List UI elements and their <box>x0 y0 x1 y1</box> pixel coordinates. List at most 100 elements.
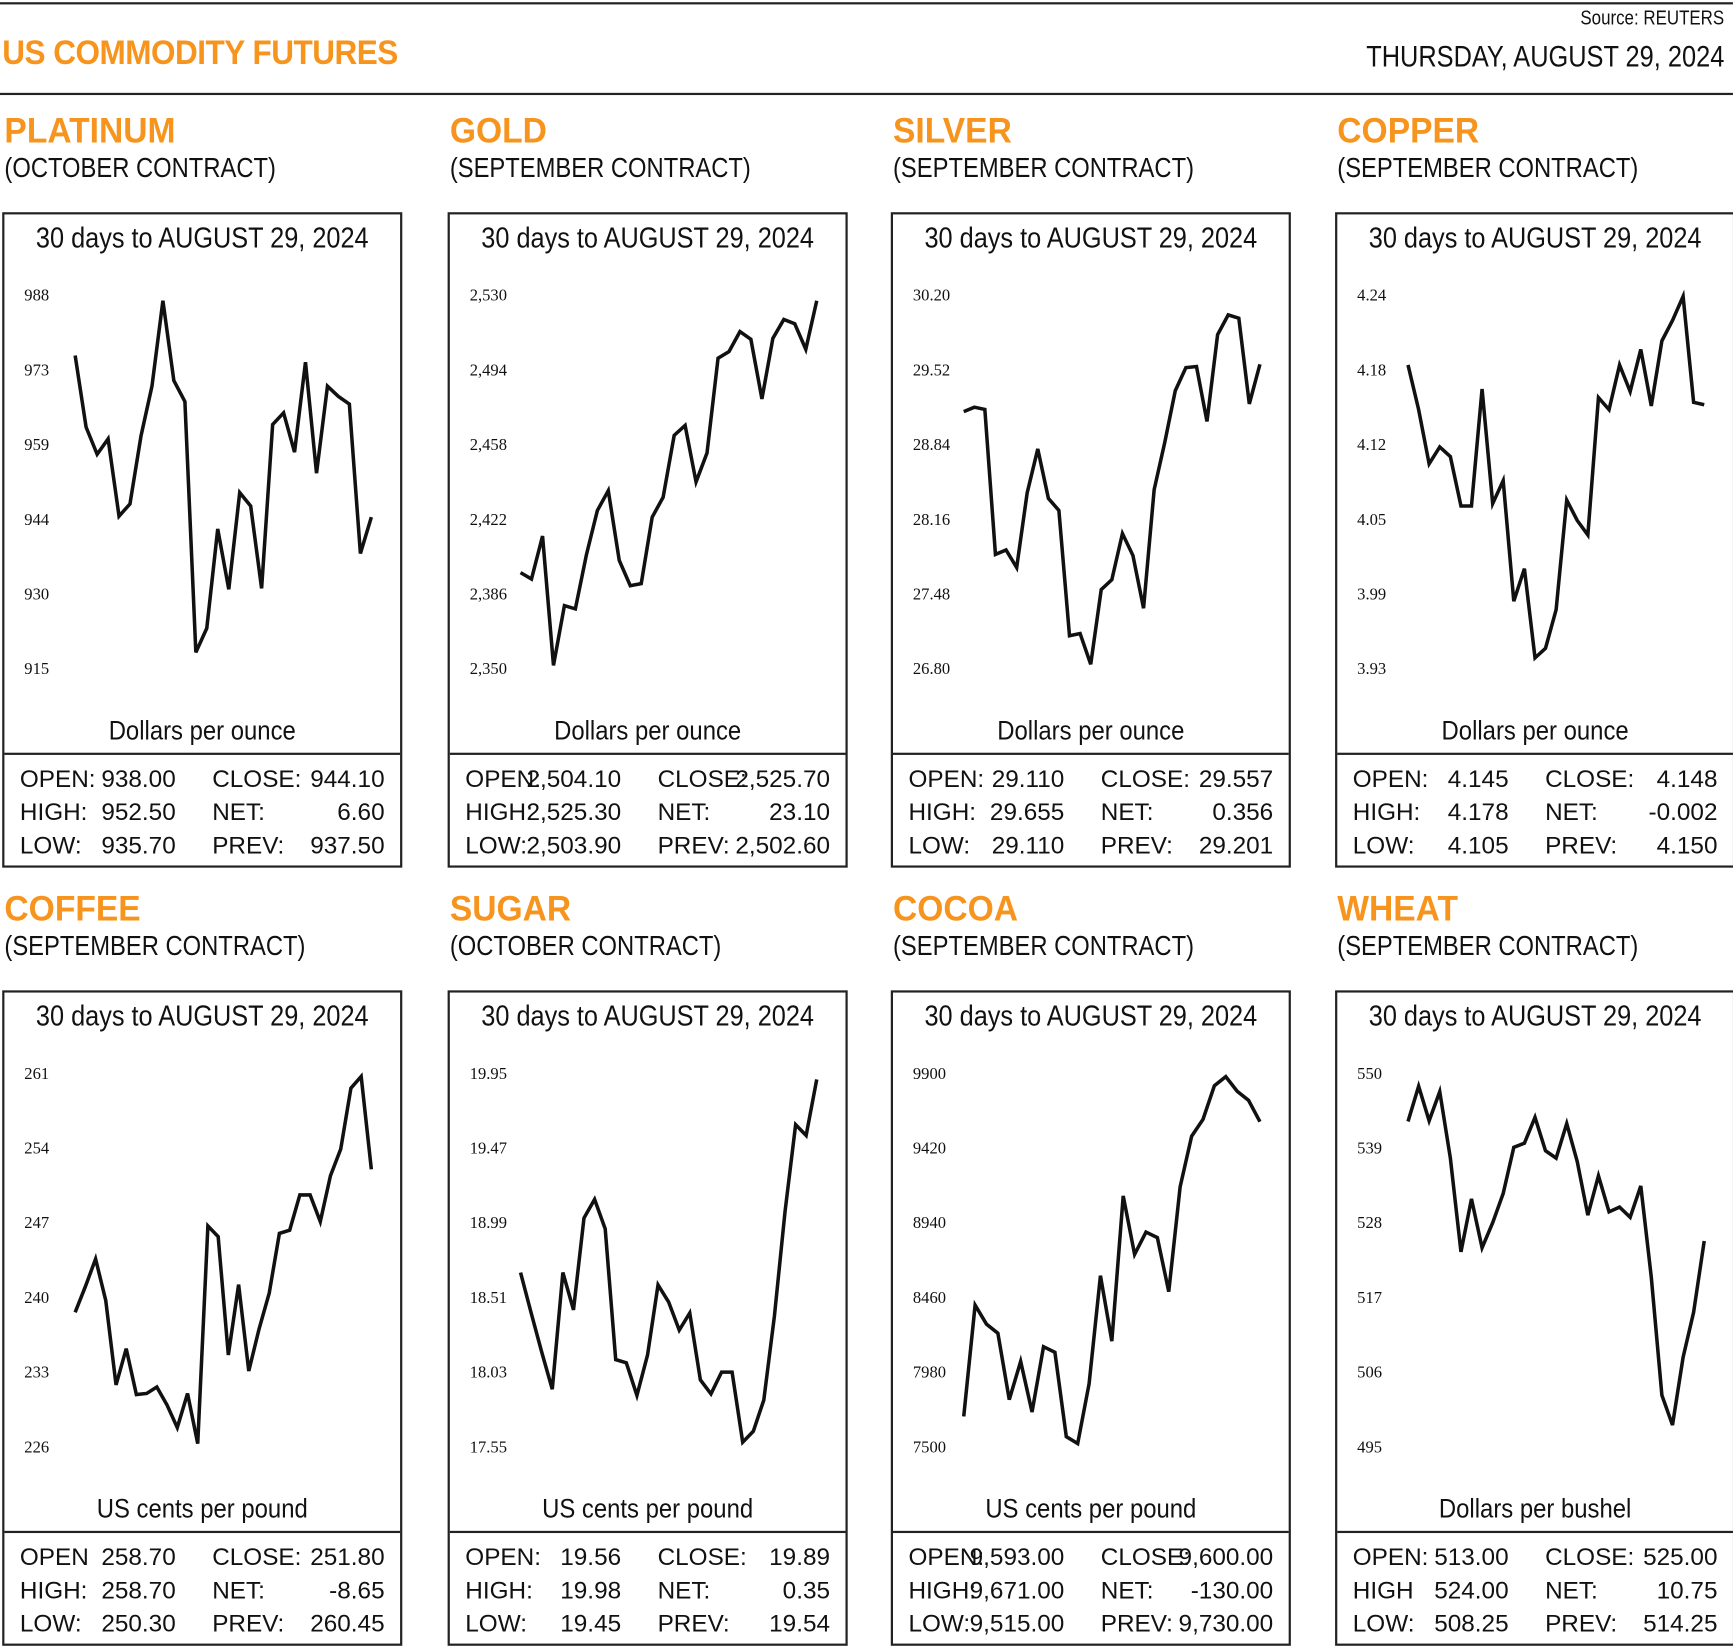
y-tick-label: 8940 <box>913 1213 946 1232</box>
y-tick-label: 915 <box>24 659 49 678</box>
stat-label-low: LOW: <box>1352 1609 1415 1637</box>
stat-value-close: 251.80 <box>310 1542 385 1571</box>
stat-label-high: HIGH: <box>1352 798 1421 826</box>
y-tick-label: 27.48 <box>913 585 950 604</box>
stat-value-low: 250.30 <box>101 1609 176 1637</box>
stat-value-high: 4.178 <box>1447 798 1509 826</box>
commodity-name: WHEAT <box>1337 888 1458 929</box>
top-rule <box>0 2 1733 5</box>
stat-value-open: 2,504.10 <box>526 764 622 793</box>
stat-value-low: 508.25 <box>1434 1609 1509 1637</box>
price-line-cocoa <box>961 1074 1262 1447</box>
stat-label-open: OPEN: <box>908 1542 985 1571</box>
stat-label-open: OPEN: <box>465 1542 541 1571</box>
stat-label-close: CLOSE: <box>212 1542 302 1571</box>
stats-row: LOW: 4.105 PREV: 4.150 <box>1337 831 1733 864</box>
stat-label-prev: PREV: <box>657 831 730 859</box>
contract-label: (SEPTEMBER CONTRACT) <box>4 930 306 962</box>
stat-value-open: 4.145 <box>1447 764 1509 793</box>
stat-value-high: 524.00 <box>1434 1576 1509 1604</box>
stat-label-close: CLOSE: <box>212 764 302 793</box>
y-tick-label: 3.99 <box>1357 585 1386 604</box>
y-tick-label: 28.16 <box>913 510 950 529</box>
stat-label-close: CLOSE: <box>657 764 747 793</box>
stat-value-low: 2,503.90 <box>526 831 622 859</box>
stat-value-open: 258.70 <box>101 1542 176 1571</box>
stat-label-net: NET: <box>1545 1576 1598 1604</box>
stats-row: OPEN 258.70 CLOSE: 251.80 <box>4 1543 400 1576</box>
chart-title: 30 days to AUGUST 29, 2024 <box>35 999 369 1033</box>
stat-value-low: 9,515.00 <box>969 1609 1065 1637</box>
y-tick-label: 550 <box>1357 1064 1382 1083</box>
stat-label-net: NET: <box>1545 798 1598 826</box>
y-axis-unit: Dollars per bushel <box>1438 1494 1632 1525</box>
line-chart: 4.24 4.18 4.12 4.05 3.99 3.93 <box>1357 286 1705 678</box>
stat-value-open: 9,593.00 <box>969 1542 1065 1571</box>
stat-value-net: -130.00 <box>1190 1576 1274 1604</box>
stats-row: HIGH 524.00 NET: 10.75 <box>1337 1576 1733 1609</box>
stat-label-high: HIGH: <box>465 1576 533 1604</box>
y-tick-label: 959 <box>24 435 49 454</box>
stat-label-high: HIGH <box>1352 1576 1414 1604</box>
stat-value-prev: 19.54 <box>769 1609 831 1637</box>
y-tick-label: 247 <box>24 1213 49 1232</box>
contract-label: (SEPTEMBER CONTRACT) <box>1337 152 1639 184</box>
y-tick-label: 18.99 <box>470 1213 507 1232</box>
y-tick-label: 988 <box>24 286 49 305</box>
line-chart: 30.20 29.52 28.84 28.16 27.48 26.80 <box>913 286 1262 678</box>
stat-value-prev: 2,502.60 <box>735 831 831 859</box>
stat-value-low: 4.105 <box>1447 831 1509 859</box>
stat-label-low: LOW: <box>465 831 527 859</box>
header-rule <box>0 92 1733 96</box>
chart-title: 30 days to AUGUST 29, 2024 <box>481 999 814 1033</box>
stats-divider <box>893 752 1289 755</box>
line-chart: 9900 9420 8940 8460 7980 7500 <box>913 1064 1262 1456</box>
stat-value-close: 4.148 <box>1656 764 1718 793</box>
stat-label-prev: PREV: <box>1100 831 1173 859</box>
stat-value-net: -8.65 <box>329 1576 385 1604</box>
stat-label-high: HIGH: <box>465 798 533 826</box>
stat-label-open: OPEN: <box>1352 1542 1429 1571</box>
y-tick-label: 28.84 <box>913 435 951 454</box>
chart-box: 30 days to AUGUST 29, 2024 261 254 247 240 2… <box>2 990 403 1646</box>
stats-row: HIGH: 952.50 NET: 6.60 <box>4 798 400 831</box>
price-line-silver <box>963 312 1262 665</box>
stat-value-net: 6.60 <box>337 798 385 826</box>
stats-row: HIGH: 9,671.00 NET: -130.00 <box>893 1576 1289 1609</box>
price-line-wheat <box>1406 1080 1706 1426</box>
chart-box: 30 days to AUGUST 29, 2024 30.20 29.52 28.… <box>890 212 1291 868</box>
stats-divider <box>449 1530 846 1534</box>
price-line-coffee <box>73 1072 374 1444</box>
y-tick-label: 2,530 <box>470 286 507 305</box>
y-tick-label: 2,386 <box>470 585 507 604</box>
stat-value-high: 2,525.30 <box>526 798 622 826</box>
stats-divider <box>4 1530 401 1534</box>
y-tick-label: 29.52 <box>913 360 950 379</box>
stat-value-net: 0.35 <box>782 1576 831 1604</box>
line-chart: 261 254 247 240 233 226 <box>24 1064 374 1456</box>
y-tick-label: 2,458 <box>470 435 507 454</box>
stat-label-prev: PREV: <box>1545 1609 1618 1637</box>
y-tick-label: 2,422 <box>470 510 507 529</box>
stat-label-net: NET: <box>657 1576 711 1604</box>
chart-box: 30 days to AUGUST 29, 2024 2,530 2,494 2,4… <box>447 212 848 868</box>
stat-value-close: 9,600.00 <box>1178 1542 1274 1571</box>
price-line-copper <box>1406 289 1705 662</box>
stat-label-open: OPEN: <box>1352 764 1429 793</box>
y-tick-label: 8460 <box>913 1288 946 1307</box>
stat-label-high: HIGH: <box>908 798 977 826</box>
stats-row: OPEN: 19.56 CLOSE: 19.89 <box>450 1543 846 1576</box>
line-chart: 550 539 528 517 506 495 <box>1357 1064 1706 1456</box>
y-tick-label: 7980 <box>913 1363 946 1382</box>
stats-row: OPEN: 9,593.00 CLOSE: 9,600.00 <box>893 1543 1289 1576</box>
stat-label-close: CLOSE: <box>1100 764 1190 793</box>
stat-value-high: 952.50 <box>101 798 176 826</box>
y-tick-label: 30.20 <box>913 286 950 305</box>
y-tick-label: 226 <box>24 1437 49 1456</box>
price-line-gold <box>519 300 819 666</box>
y-tick-label: 19.95 <box>470 1064 507 1083</box>
stats-row: OPEN: 29.110 CLOSE: 29.557 <box>893 765 1289 798</box>
stat-value-low: 19.45 <box>560 1609 622 1637</box>
stat-value-close: 2,525.70 <box>735 764 831 793</box>
